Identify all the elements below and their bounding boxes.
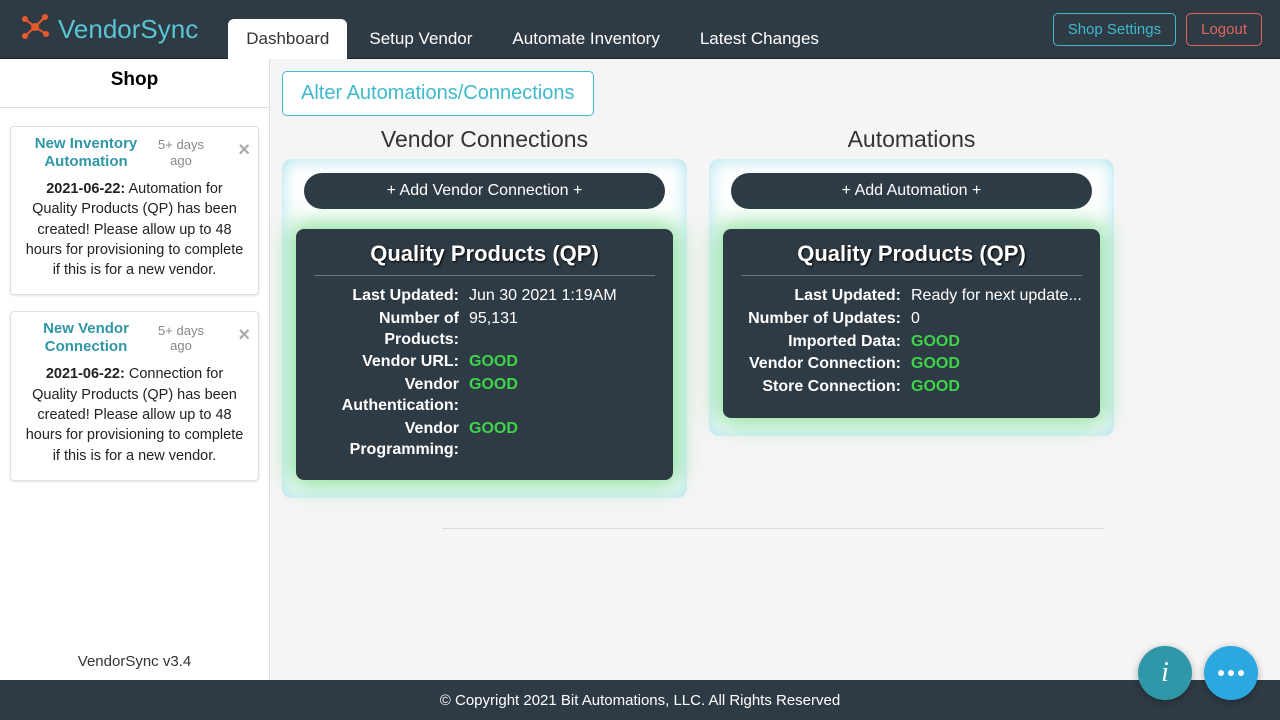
stat-label: Vendor Connection: — [741, 354, 911, 375]
add-vendor-connection-button[interactable]: + Add Vendor Connection + — [304, 173, 666, 209]
panel-box: + Add Automation + Quality Products (QP)… — [709, 159, 1114, 436]
chat-button[interactable] — [1204, 646, 1258, 700]
logout-button[interactable]: Logout — [1186, 13, 1262, 46]
topbar: VendorSync Dashboard Setup Vendor Automa… — [0, 0, 1280, 59]
notice-card: New Inventory Automation 5+ days ago × 2… — [10, 126, 259, 295]
close-icon[interactable]: × — [238, 324, 250, 347]
main: Shop New Inventory Automation 5+ days ag… — [0, 59, 1280, 680]
logo[interactable]: VendorSync — [18, 10, 198, 49]
panel-title: Automations — [709, 126, 1114, 153]
stat-value: GOOD — [469, 375, 518, 417]
notice-card: New Vendor Connection 5+ days ago × 2021… — [10, 311, 259, 480]
close-icon[interactable]: × — [238, 139, 250, 162]
automations-panel: Automations + Add Automation + Quality P… — [709, 126, 1114, 498]
automation-card[interactable]: Quality Products (QP) Last Updated:Ready… — [723, 229, 1100, 418]
info-button[interactable]: i — [1138, 646, 1192, 700]
notice-title[interactable]: New Vendor Connection — [21, 320, 151, 356]
vendor-card-title: Quality Products (QP) — [314, 241, 655, 276]
stat-value: Jun 30 2021 1:19AM — [469, 286, 617, 307]
stat-label: Store Connection: — [741, 377, 911, 398]
stat-value: GOOD — [469, 352, 518, 373]
divider — [442, 528, 1104, 529]
sidebar: Shop New Inventory Automation 5+ days ag… — [0, 59, 270, 680]
content: Alter Automations/Connections Vendor Con… — [270, 59, 1280, 680]
notice-title[interactable]: New Inventory Automation — [21, 135, 151, 171]
stat-value: 0 — [911, 309, 920, 330]
notice-body: 2021-06-22: Connection for Quality Produ… — [11, 360, 258, 479]
footer: © Copyright 2021 Bit Automations, LLC. A… — [0, 680, 1280, 720]
add-automation-button[interactable]: + Add Automation + — [731, 173, 1093, 209]
stat-value: Ready for next update... — [911, 286, 1082, 307]
stat-value: GOOD — [911, 332, 960, 353]
stat-label: Vendor URL: — [314, 352, 469, 373]
divider — [0, 107, 269, 108]
panel-title: Vendor Connections — [282, 126, 687, 153]
topbar-right: Shop Settings Logout — [1053, 13, 1262, 46]
automation-card-title: Quality Products (QP) — [741, 241, 1082, 276]
nav-tabs: Dashboard Setup Vendor Automate Inventor… — [228, 0, 841, 59]
stat-label: Number of Products: — [314, 309, 469, 351]
stat-value: GOOD — [911, 377, 960, 398]
notice-body: 2021-06-22: Automation for Quality Produ… — [11, 175, 258, 294]
panels: Vendor Connections + Add Vendor Connecti… — [282, 126, 1264, 498]
tab-dashboard[interactable]: Dashboard — [228, 19, 347, 59]
tab-automate-inventory[interactable]: Automate Inventory — [494, 19, 677, 59]
shop-settings-button[interactable]: Shop Settings — [1053, 13, 1176, 46]
stat-value: GOOD — [469, 419, 518, 461]
stat-label: Vendor Authentication: — [314, 375, 469, 417]
stat-label: Number of Updates: — [741, 309, 911, 330]
stat-label: Imported Data: — [741, 332, 911, 353]
tab-latest-changes[interactable]: Latest Changes — [682, 19, 837, 59]
sidebar-title: Shop — [0, 59, 269, 101]
panel-box: + Add Vendor Connection + Quality Produc… — [282, 159, 687, 498]
chat-icon — [1218, 670, 1244, 676]
logo-icon — [18, 10, 52, 49]
notice-time: 5+ days ago — [151, 137, 211, 168]
stat-label: Vendor Programming: — [314, 419, 469, 461]
stat-value: GOOD — [911, 354, 960, 375]
alter-automations-button[interactable]: Alter Automations/Connections — [282, 71, 594, 116]
vendor-card[interactable]: Quality Products (QP) Last Updated:Jun 3… — [296, 229, 673, 480]
stat-label: Last Updated: — [314, 286, 469, 307]
sidebar-version: VendorSync v3.4 — [0, 643, 269, 680]
logo-text: VendorSync — [58, 14, 198, 45]
vendor-connections-panel: Vendor Connections + Add Vendor Connecti… — [282, 126, 687, 498]
stat-value: 95,131 — [469, 309, 518, 351]
stat-label: Last Updated: — [741, 286, 911, 307]
tab-setup-vendor[interactable]: Setup Vendor — [351, 19, 490, 59]
notice-time: 5+ days ago — [151, 323, 211, 354]
